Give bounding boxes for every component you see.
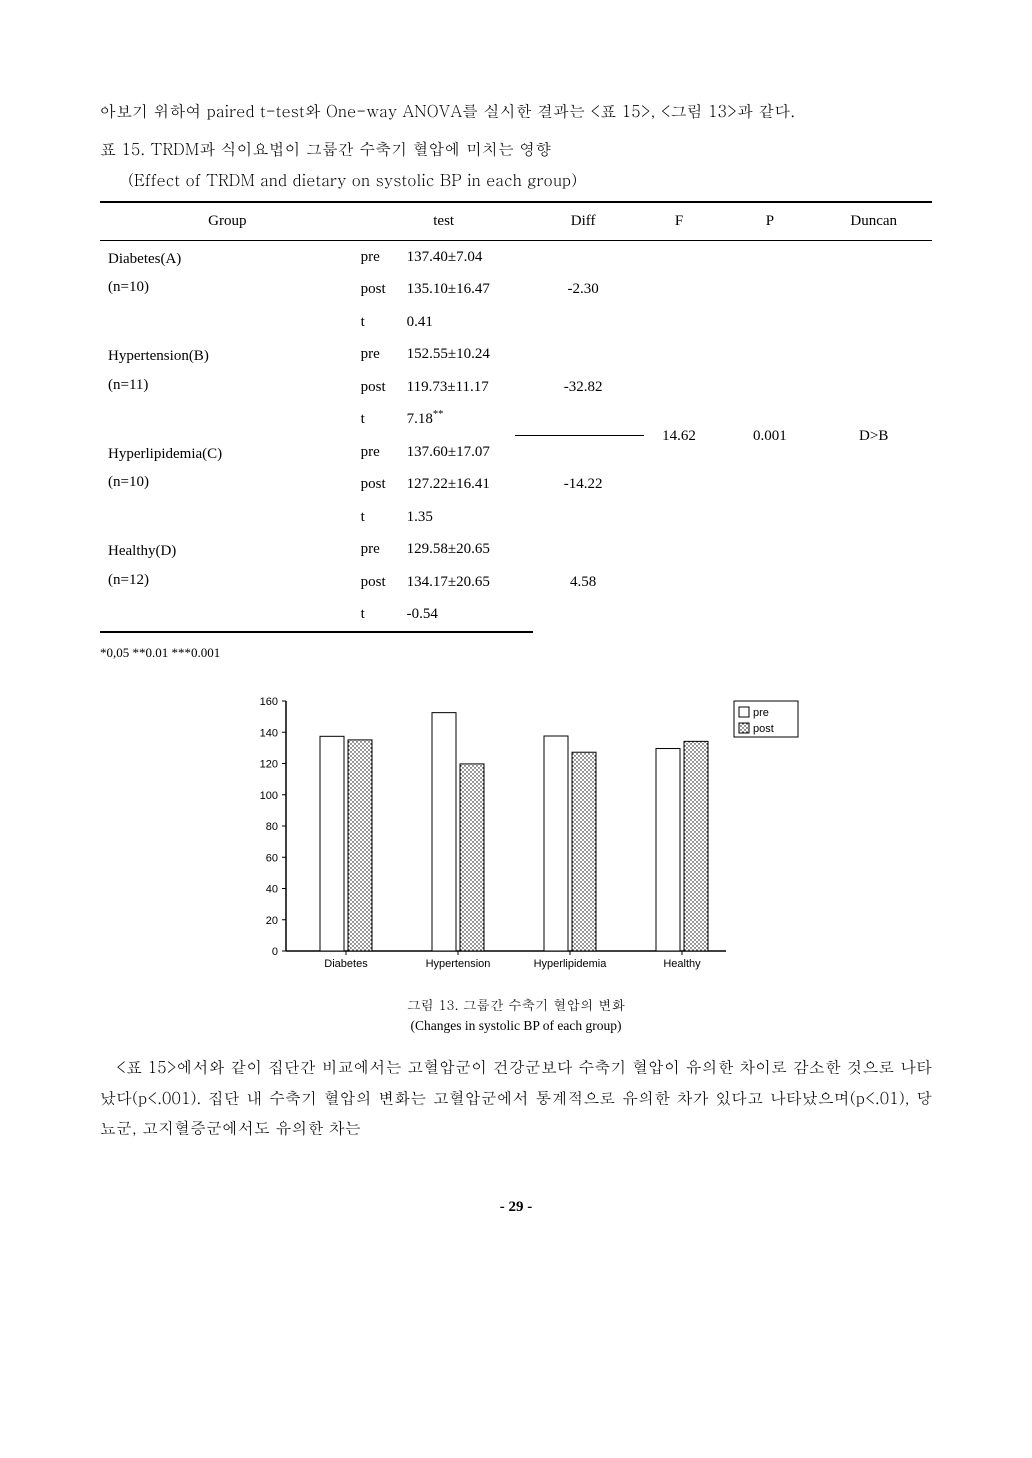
row-label-post: post: [355, 371, 407, 404]
table-header-row: Group test Diff F P Duncan: [100, 202, 932, 240]
t-value: 0.41: [407, 306, 533, 339]
diff-value: 4.58: [533, 533, 634, 632]
row-label-t: t: [355, 598, 407, 632]
group-name: Diabetes(A)(n=10): [100, 240, 355, 306]
post-value: 134.17±20.65: [407, 566, 533, 599]
category-label: Diabetes: [324, 958, 368, 970]
bar: [544, 736, 568, 951]
th-duncan: Duncan: [815, 202, 932, 240]
row-label-t: t: [355, 403, 407, 436]
bar: [572, 753, 596, 952]
group-name: Hyperlipidemia(C)(n=10): [100, 436, 355, 501]
bar: [656, 749, 680, 951]
svg-text:40: 40: [266, 884, 278, 896]
row-label-t: t: [355, 306, 407, 339]
post-value: 127.22±16.41: [407, 468, 533, 501]
bar: [432, 713, 456, 951]
bar: [320, 737, 344, 952]
bar: [348, 740, 372, 951]
pre-value: 152.55±10.24: [407, 338, 533, 371]
bar: [684, 742, 708, 952]
t-value: 7.18**: [407, 403, 533, 436]
svg-text:100: 100: [260, 790, 278, 802]
row-label-pre: pre: [355, 436, 407, 469]
th-diff: Diff: [533, 202, 634, 240]
svg-text:80: 80: [266, 821, 278, 833]
svg-text:140: 140: [260, 728, 278, 740]
t-value: -0.54: [407, 598, 533, 632]
category-label: Healthy: [663, 958, 701, 970]
svg-text:0: 0: [272, 946, 278, 958]
category-label: Hypertension: [426, 958, 491, 970]
row-label-post: post: [355, 273, 407, 306]
th-test: test: [355, 202, 533, 240]
bar-chart: 0 20 40 60 80 100 120 140 160 Diabetes Hypertensio…: [226, 691, 806, 990]
table-body: Diabetes(A)(n=10)pre137.40±7.04-2.3014.6…: [100, 240, 932, 632]
legend-label: post: [753, 723, 774, 735]
svg-text:120: 120: [260, 759, 278, 771]
row-label-pre: pre: [355, 338, 407, 371]
group-name: Hypertension(B)(n=11): [100, 338, 355, 403]
p-value: 0.001: [724, 240, 815, 632]
chart-caption: 그림 13. 그룹간 수축기 혈압의 변화 (Changes in systol…: [100, 995, 932, 1037]
legend-label: pre: [753, 707, 769, 719]
row-label-pre: pre: [355, 240, 407, 273]
th-f: F: [634, 202, 725, 240]
pre-value: 129.58±20.65: [407, 533, 533, 566]
data-table: Group test Diff F P Duncan Diabetes(A)(n…: [100, 201, 932, 633]
row-label-t: t: [355, 501, 407, 534]
diff-value: -14.22: [533, 436, 634, 534]
diff-value: -32.82: [533, 338, 634, 436]
group-name: Healthy(D)(n=12): [100, 533, 355, 598]
significance-note: *0,05 **0.01 ***0.001: [100, 641, 932, 666]
discussion-paragraph: <표 15>에서와 같이 집단간 비교에서는 고혈압군이 건강군보다 수축기 혈…: [100, 1052, 932, 1143]
table-title: 표 15. TRDM과 식이요법이 그룹간 수축기 혈압에 미치는 영향: [100, 134, 932, 164]
row-label-post: post: [355, 566, 407, 599]
chart-caption-ko: 그림 13. 그룹간 수축기 혈압의 변화: [407, 995, 625, 1014]
pre-value: 137.60±17.07: [407, 436, 533, 469]
post-value: 119.73±11.17: [407, 371, 533, 404]
th-p: P: [724, 202, 815, 240]
intro-paragraph: 아보기 위하여 paired t-test와 One-way ANOVA를 실시…: [100, 96, 932, 126]
row-label-post: post: [355, 468, 407, 501]
svg-text:60: 60: [266, 853, 278, 865]
category-label: Hyperlipidemia: [534, 958, 608, 970]
th-group: Group: [100, 202, 355, 240]
table-subtitle: (Effect of TRDM and dietary on systolic …: [100, 165, 932, 195]
page-number: - 29 -: [100, 1193, 932, 1222]
post-value: 135.10±16.47: [407, 273, 533, 306]
row-label-pre: pre: [355, 533, 407, 566]
t-value: 1.35: [407, 501, 533, 534]
bar: [460, 764, 484, 951]
pre-value: 137.40±7.04: [407, 240, 533, 273]
chart-caption-en: (Changes in systolic BP of each group): [411, 1018, 622, 1033]
svg-text:20: 20: [266, 915, 278, 927]
diff-value: -2.30: [533, 240, 634, 338]
svg-text:160: 160: [260, 696, 278, 708]
f-value: 14.62: [634, 240, 725, 632]
duncan-value: D>B: [815, 240, 932, 632]
bar-chart-svg: 0 20 40 60 80 100 120 140 160 Diabetes Hypertensio…: [226, 691, 806, 981]
